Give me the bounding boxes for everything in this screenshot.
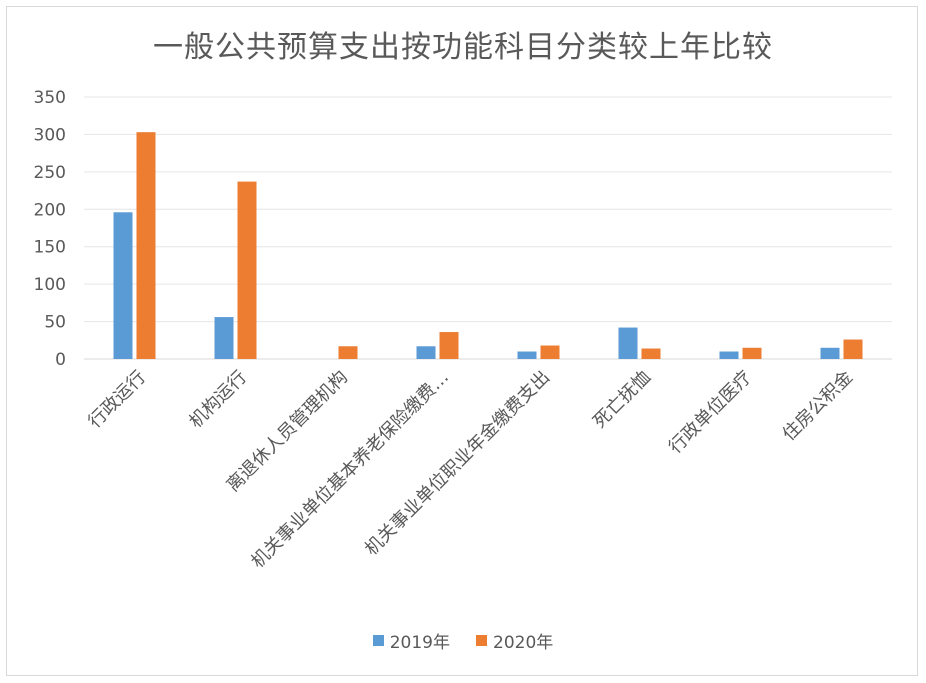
x-category-label: 机关事业单位职业年金缴费支出 (361, 367, 554, 560)
bar-2019 (719, 351, 739, 359)
y-axis-ticks: 0 50 100 150 200 250 300 350 (34, 88, 66, 370)
legend-label-2019: 2019年 (389, 633, 450, 653)
bar-2020 (338, 346, 358, 359)
bar-2019 (820, 347, 840, 359)
legend-item-2019: 2019年 (372, 628, 450, 653)
bar-2019 (517, 351, 537, 359)
legend: 2019年 2020年 (0, 628, 926, 653)
bar-2020 (136, 132, 156, 359)
bar-2019 (113, 212, 133, 359)
x-category-label: 机构运行 (185, 367, 251, 433)
x-category-label: 机关事业单位基本养老保险缴费… (247, 367, 453, 573)
chart-title: 一般公共预算支出按功能科目分类较上年比较 (153, 30, 773, 65)
legend-swatch-2020 (476, 635, 487, 646)
chart-frame (6, 6, 918, 676)
y-tick-label: 50 (44, 313, 66, 333)
x-axis-labels: 行政运行 机构运行离退休人员管理机构机关事业单位基本养老保险缴费…机关事业单位职业… (84, 367, 857, 573)
bar-2020 (540, 345, 560, 359)
legend-swatch-2019 (372, 635, 384, 646)
legend-item-2020: 2020年 (476, 628, 553, 653)
x-category-label: 行政运行 (84, 367, 150, 433)
x-category-label: 行政单位医疗 (665, 367, 756, 458)
bar-2020 (641, 348, 661, 359)
bars (113, 132, 863, 359)
bar-2020 (742, 347, 762, 359)
y-tick-label: 0 (55, 350, 66, 370)
legend-label-2020: 2020年 (493, 633, 554, 653)
bar-2019 (214, 317, 234, 359)
gridlines (84, 96, 892, 360)
y-tick-label: 350 (34, 88, 66, 108)
y-tick-label: 100 (34, 275, 66, 295)
bar-2019 (618, 327, 638, 359)
x-category-label: 住房公积金 (779, 367, 857, 445)
bar-2019 (416, 346, 436, 359)
bar-2020 (439, 332, 459, 359)
bar-2020 (843, 339, 863, 359)
x-category-label: 死亡抚恤 (589, 367, 655, 433)
y-tick-label: 150 (34, 238, 66, 258)
y-tick-label: 300 (34, 125, 66, 145)
y-tick-label: 200 (34, 200, 66, 220)
y-tick-label: 250 (34, 163, 66, 183)
bar-2020 (237, 181, 257, 359)
